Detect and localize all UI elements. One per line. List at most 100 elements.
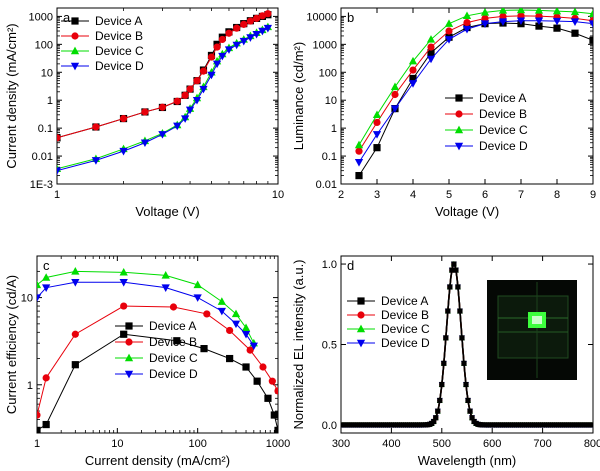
data-point xyxy=(193,77,201,85)
data-point xyxy=(435,408,441,414)
data-point xyxy=(42,273,51,281)
data-point xyxy=(427,49,435,57)
data-point xyxy=(37,426,41,433)
data-point xyxy=(231,320,241,329)
data-point xyxy=(463,19,471,27)
y-tick-label: 1000 xyxy=(313,39,337,51)
data-point xyxy=(427,43,435,51)
data-point xyxy=(120,330,128,338)
legend-label: Device D xyxy=(149,367,198,381)
data-point xyxy=(71,267,80,275)
y-tick-label: 1 xyxy=(331,123,337,135)
series-device-b xyxy=(355,12,593,155)
data-point xyxy=(217,297,226,305)
data-point xyxy=(161,271,170,279)
data-point xyxy=(57,167,62,175)
data-point xyxy=(264,394,272,402)
legend-item: Device B xyxy=(445,107,527,121)
data-point xyxy=(246,17,254,25)
data-point xyxy=(498,18,508,26)
x-tick-label: 1 xyxy=(54,189,60,201)
legend-marker xyxy=(71,17,79,25)
series-line xyxy=(358,9,593,146)
data-point xyxy=(232,41,241,50)
series-line xyxy=(358,22,593,176)
series-device-d xyxy=(37,279,258,351)
legend-item: Device A xyxy=(347,294,428,308)
x-axis-label: Voltage (V) xyxy=(135,204,199,219)
panel-a: 1 10 1E-3 0.01 0.1 1 10 100 1000 Voltage (V) Curre… xyxy=(4,7,284,219)
data-point xyxy=(408,56,418,65)
panel-letter: a xyxy=(63,10,71,25)
y-tick-label: 10 xyxy=(325,95,337,107)
panel-b: 2 3 4 5 6 7 8 9 0.01 0.1 1 10 100 1000 10000 Voltage (V… xyxy=(291,7,596,219)
data-point xyxy=(449,267,455,273)
series-device-c xyxy=(354,8,593,149)
data-point xyxy=(441,360,447,366)
data-point xyxy=(433,415,439,421)
data-point xyxy=(481,14,489,22)
data-point xyxy=(119,279,128,287)
data-point xyxy=(571,29,579,37)
legend-marker xyxy=(356,339,366,348)
legend-label: Device A xyxy=(479,91,526,105)
data-point xyxy=(451,261,457,267)
legend-item: Device C xyxy=(61,44,144,58)
data-point xyxy=(252,30,261,39)
data-point xyxy=(218,52,227,61)
data-point xyxy=(252,14,261,22)
y-tick-label: 100 xyxy=(35,39,53,51)
y-tick-label: 0.01 xyxy=(32,151,53,163)
legend-marker xyxy=(357,297,365,305)
series-line xyxy=(37,281,255,347)
data-point xyxy=(212,60,222,69)
x-axis-label: Wavelength (nm) xyxy=(418,453,517,468)
data-point xyxy=(231,309,241,318)
data-point xyxy=(186,85,194,93)
data-point xyxy=(354,159,364,167)
y-tick-label: 0.0 xyxy=(322,420,337,432)
legend-marker xyxy=(70,62,80,71)
legend-item: Device C xyxy=(347,322,430,336)
inset-photo xyxy=(487,280,577,380)
data-point xyxy=(270,411,278,419)
legend-item: Device D xyxy=(115,367,198,381)
data-point xyxy=(173,122,182,131)
legend-marker xyxy=(455,94,463,102)
legend-marker xyxy=(125,338,133,346)
data-point xyxy=(552,8,562,15)
data-point xyxy=(192,96,202,105)
data-point xyxy=(161,284,170,292)
data-point xyxy=(185,106,195,115)
data-point xyxy=(233,24,241,32)
panel-d: 300 400 500 600 700 800 0.0 0.5 1.0 Wavelength (n… xyxy=(291,255,600,468)
y-tick-label: 0.01 xyxy=(316,179,337,191)
data-point xyxy=(246,346,254,354)
legend-label: Device A xyxy=(149,319,196,333)
x-tick-label: 1 xyxy=(34,438,40,450)
data-point xyxy=(447,284,453,290)
legend-marker xyxy=(356,324,366,333)
y-axis-label: Normalized EL intensity (a.u.) xyxy=(291,259,306,429)
data-point xyxy=(467,408,473,414)
data-point xyxy=(71,279,80,287)
x-tick-label: 800 xyxy=(584,438,600,450)
series-device-c xyxy=(57,22,273,173)
y-tick-label: 1000 xyxy=(29,11,53,23)
data-point xyxy=(426,35,436,43)
data-point xyxy=(535,22,543,30)
data-point xyxy=(225,29,233,37)
data-point xyxy=(498,8,508,14)
data-point xyxy=(71,361,79,369)
series-device-b xyxy=(37,302,278,419)
series-device-a xyxy=(341,261,593,428)
data-point xyxy=(263,24,273,33)
series-device-b xyxy=(57,10,272,142)
data-point xyxy=(588,9,593,17)
data-point xyxy=(193,280,202,289)
data-point xyxy=(465,397,471,404)
legend-item: Device B xyxy=(61,29,143,43)
data-point xyxy=(207,53,216,61)
